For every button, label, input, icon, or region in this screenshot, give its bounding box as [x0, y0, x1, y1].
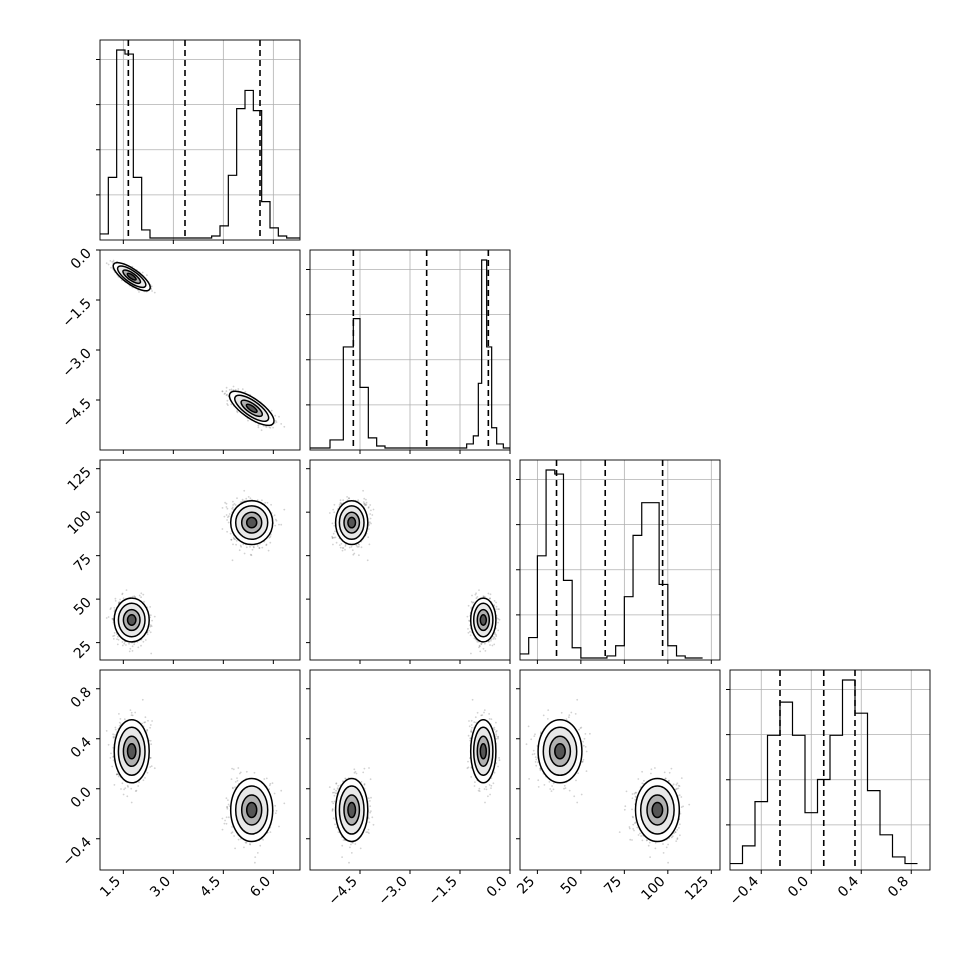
contour-mode0-level3 — [126, 272, 137, 281]
x-tick-label: 0.0 — [484, 874, 511, 901]
contour-mode0-level3 — [554, 743, 566, 760]
x-tick-label: 75 — [601, 874, 625, 898]
x-tick-label: −0.4 — [727, 873, 762, 908]
x-tick-label: −4.5 — [325, 874, 360, 909]
x-tick-label: 1.5 — [97, 874, 124, 901]
y-tick-label: 0.0 — [68, 246, 95, 273]
panel-1-1 — [306, 249, 511, 454]
contour-mode0-level3 — [126, 743, 137, 760]
y-tick-label: 125 — [65, 464, 95, 494]
y-tick-label: −1.5 — [59, 296, 94, 331]
x-tick-label: 4.5 — [197, 874, 224, 901]
x-tick-label: 6.0 — [247, 874, 274, 901]
panel-frame — [99, 459, 301, 661]
histogram-0 — [100, 49, 300, 239]
x-tick-label: 3.0 — [147, 874, 174, 901]
panel-frame — [99, 39, 301, 241]
panel-1-3 — [306, 669, 511, 874]
x-tick-label: −1.5 — [425, 874, 460, 909]
panel-0-3 — [96, 669, 301, 874]
y-tick-label: 50 — [71, 595, 95, 619]
y-tick-label: −4.5 — [59, 396, 94, 431]
x-tick-label: 0.8 — [885, 874, 912, 901]
y-tick-label: 0.8 — [68, 684, 95, 711]
y-tick-label: 75 — [71, 551, 95, 575]
panel-0-2 — [96, 459, 301, 664]
y-tick-label: −0.4 — [59, 834, 94, 869]
contour-mode0-level3 — [126, 614, 137, 626]
contour-mode1-level3 — [245, 801, 258, 819]
panel-1-2 — [306, 459, 511, 664]
panel-2-3 — [516, 669, 721, 874]
contour-mode1-level3 — [347, 801, 357, 819]
histogram-1 — [310, 259, 510, 449]
contour-mode0-level3 — [479, 614, 488, 626]
x-tick-label: −3.0 — [375, 874, 410, 909]
panel-frame — [99, 669, 301, 871]
panel-frame — [519, 669, 721, 871]
y-tick-label: 100 — [65, 508, 95, 538]
histogram-3 — [730, 679, 918, 865]
contour-mode1-level3 — [245, 516, 258, 529]
x-tick-label: 0.0 — [785, 874, 812, 901]
contour-mode1-level3 — [347, 516, 357, 529]
contour-mode0-level3 — [479, 743, 488, 760]
x-tick-label: 0.4 — [835, 873, 862, 900]
panel-0-0 — [96, 39, 301, 244]
panel-3-3 — [726, 669, 931, 874]
panel-frame — [519, 459, 721, 661]
x-tick-label: 25 — [514, 874, 538, 898]
panel-2-2 — [516, 459, 721, 664]
panel-frame — [729, 669, 931, 871]
x-tick-label: 125 — [682, 874, 712, 904]
contour-mode1-level3 — [651, 801, 664, 819]
y-tick-label: −3.0 — [59, 346, 94, 381]
panel-0-1 — [96, 249, 301, 454]
contour-mode1-level3 — [245, 403, 258, 414]
y-tick-label: 25 — [71, 638, 95, 662]
y-tick-label: 0.0 — [68, 784, 95, 811]
y-tick-label: 0.4 — [68, 734, 95, 761]
x-tick-label: 50 — [558, 874, 582, 898]
histogram-2 — [520, 469, 703, 659]
x-tick-label: 100 — [638, 874, 668, 904]
